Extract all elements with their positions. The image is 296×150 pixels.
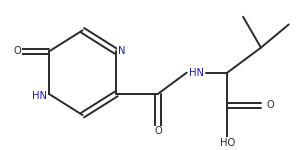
Text: O: O [267, 100, 275, 110]
Text: O: O [154, 126, 162, 136]
Text: HO: HO [220, 138, 235, 148]
Text: HN: HN [189, 68, 204, 78]
Text: O: O [13, 46, 21, 57]
Text: N: N [118, 46, 126, 56]
Text: HN: HN [32, 91, 47, 101]
